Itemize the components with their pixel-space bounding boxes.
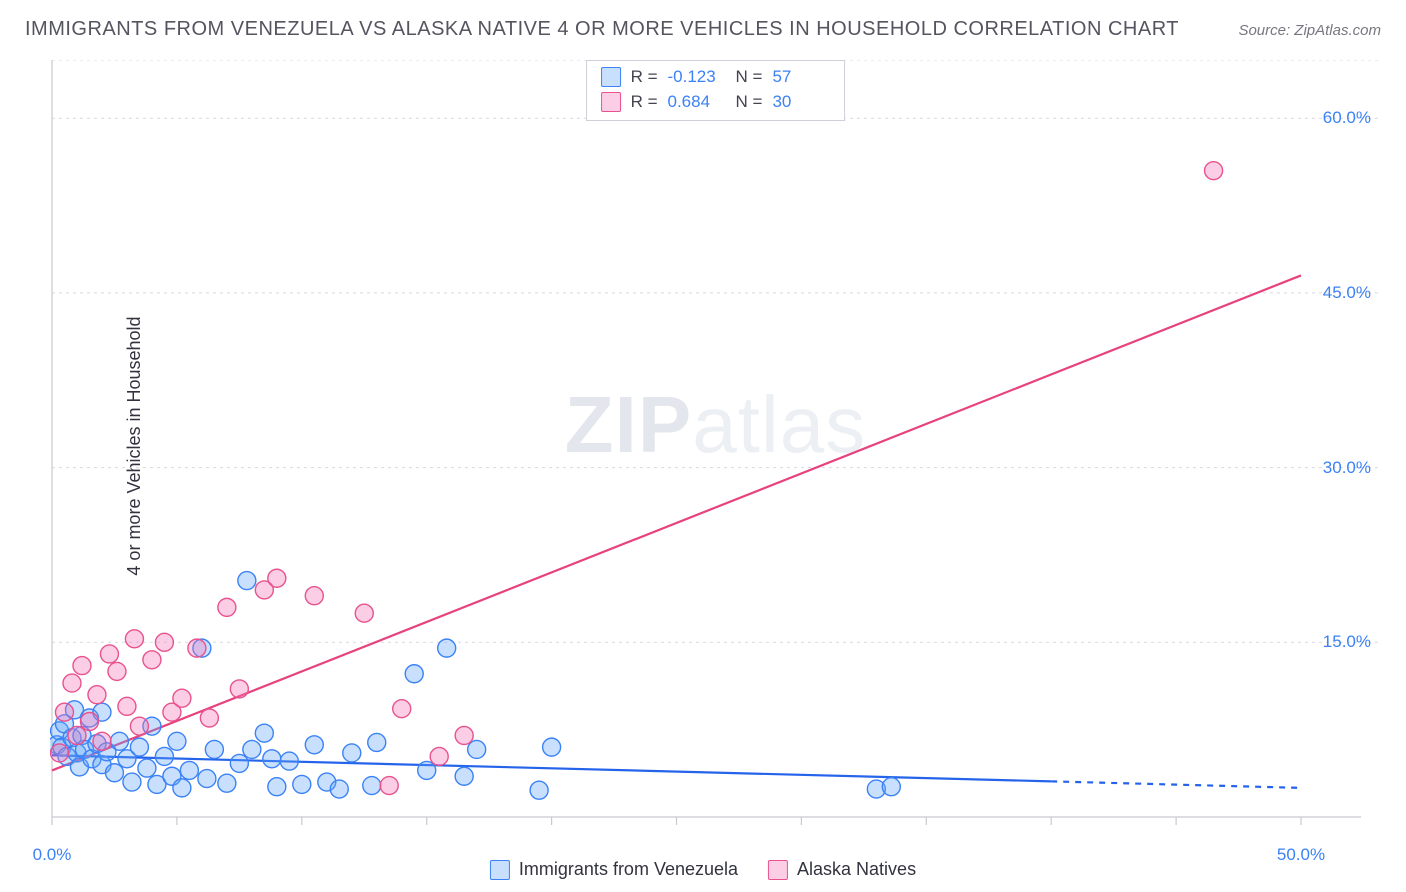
x-tick-label: 0.0%: [33, 845, 72, 865]
swatch-alaska: [768, 860, 788, 880]
swatch-alaska: [601, 92, 621, 112]
source-attribution: Source: ZipAtlas.com: [1238, 22, 1381, 39]
x-tick-label: 50.0%: [1277, 845, 1325, 865]
y-tick-label: 30.0%: [1323, 458, 1371, 478]
legend-item-alaska: Alaska Natives: [768, 859, 916, 880]
r-label: R =: [631, 65, 658, 90]
legend-label-venezuela: Immigrants from Venezuela: [519, 859, 738, 880]
y-tick-label: 15.0%: [1323, 632, 1371, 652]
chart-area: ZIPatlas R = -0.123 N = 57 R = 0.684 N =…: [50, 60, 1381, 837]
y-tick-label: 45.0%: [1323, 283, 1371, 303]
n-value-venezuela: 57: [772, 65, 830, 90]
n-value-alaska: 30: [772, 90, 830, 115]
n-label: N =: [736, 65, 763, 90]
chart-title: IMMIGRANTS FROM VENEZUELA VS ALASKA NATI…: [25, 18, 1179, 41]
r-value-venezuela: -0.123: [668, 65, 726, 90]
n-label: N =: [736, 90, 763, 115]
r-label: R =: [631, 90, 658, 115]
r-value-alaska: 0.684: [668, 90, 726, 115]
swatch-venezuela: [601, 67, 621, 87]
bottom-legend: Immigrants from Venezuela Alaska Natives: [490, 859, 916, 880]
legend-label-alaska: Alaska Natives: [797, 859, 916, 880]
swatch-venezuela: [490, 860, 510, 880]
legend-item-venezuela: Immigrants from Venezuela: [490, 859, 738, 880]
stats-legend-box: R = -0.123 N = 57 R = 0.684 N = 30: [586, 60, 846, 121]
stats-row-alaska: R = 0.684 N = 30: [601, 90, 831, 115]
stats-row-venezuela: R = -0.123 N = 57: [601, 65, 831, 90]
scatter-plot: [50, 60, 1381, 837]
y-tick-label: 60.0%: [1323, 108, 1371, 128]
